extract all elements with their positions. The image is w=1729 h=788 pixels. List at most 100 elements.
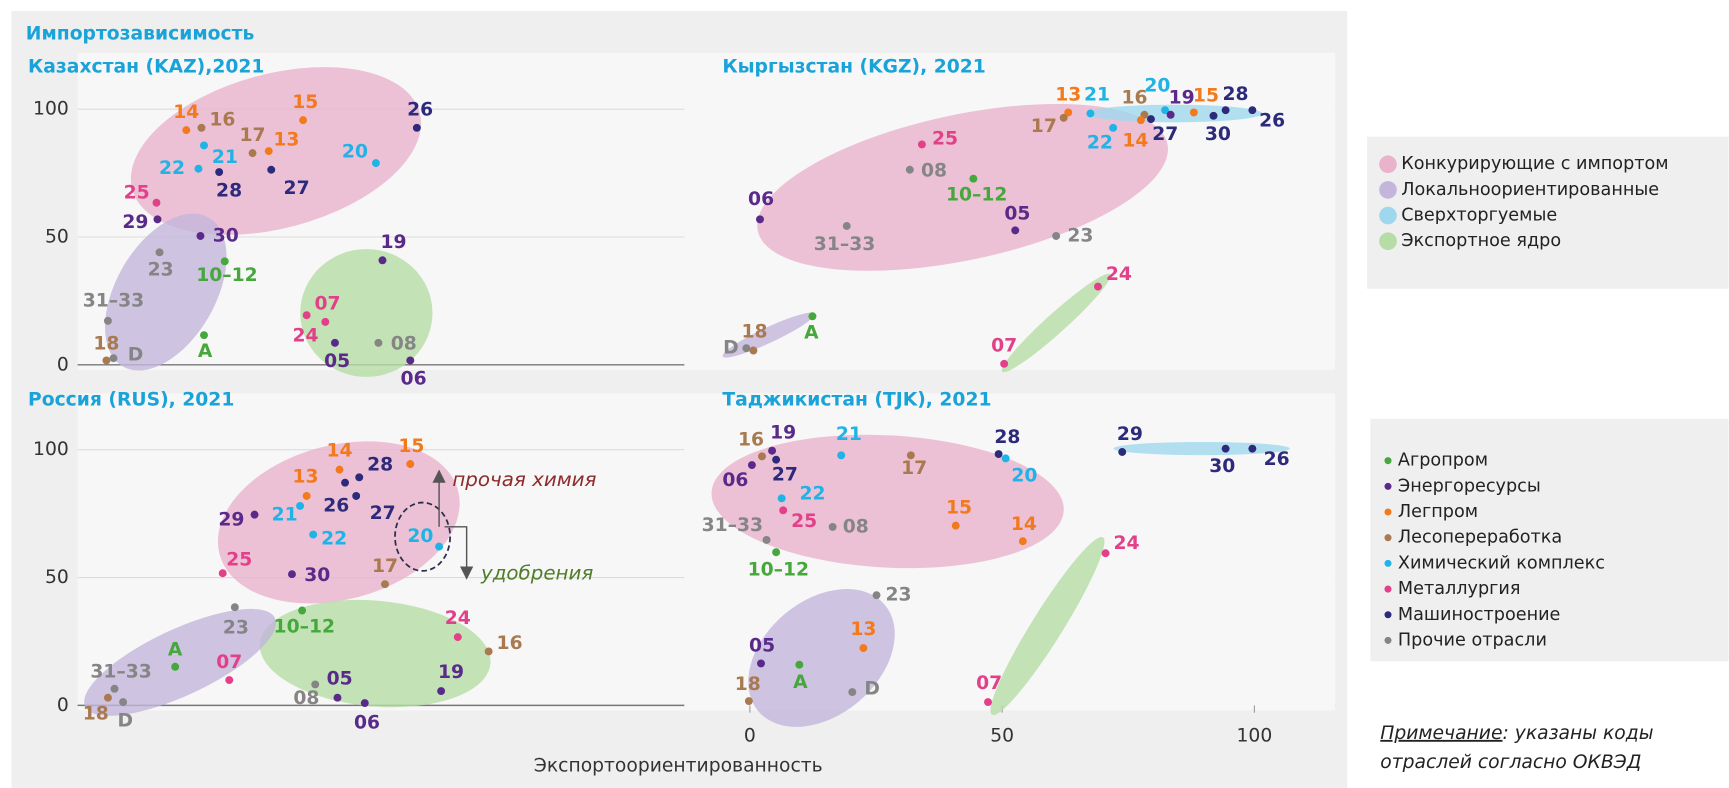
point-label: 07 [315,294,341,315]
point [298,606,307,615]
point [119,698,128,707]
point-label: 20 [1144,75,1170,96]
point [248,149,257,158]
point [437,687,446,696]
annotation-arrowhead [460,566,474,580]
point [335,465,344,474]
point [341,478,350,487]
point-label: 17 [901,458,927,479]
point [1018,537,1027,546]
zone-legend-label: Сверхторгуемые [1401,206,1557,226]
point [250,510,259,519]
point [777,494,786,503]
point [360,699,369,708]
point-label: 16 [209,110,235,131]
point [109,354,118,363]
x-tick-label: 0 [744,726,756,747]
zone-area [130,67,422,235]
zone-legend-box [1367,136,1729,289]
point [795,660,804,669]
point [196,232,205,240]
point-label: 19 [770,423,796,444]
point-label: 08 [921,160,947,181]
point [744,697,753,706]
point [412,123,421,132]
zone-legend-swatch [1379,181,1397,199]
point [758,452,766,461]
note-text: : указаны коды [1503,722,1654,743]
point-label: 07 [216,652,242,673]
sector-legend-label: Химический комплекс [1398,553,1605,573]
point [1118,448,1127,456]
point-label: 24 [1106,264,1132,285]
point [808,312,817,321]
point-label: 22 [321,528,347,549]
point [197,123,206,132]
sector-legend-label: Лесопереработка [1398,528,1562,548]
x-tick-label: 100 [1237,726,1273,747]
sector-legend-label: Машиностроение [1398,605,1561,625]
sector-legend-box [1370,418,1729,662]
point-label: 27 [370,503,396,524]
point [352,492,361,500]
point-label: 31–33 [702,515,763,536]
point [772,455,781,464]
point-label: 30 [1205,124,1231,145]
point [779,506,788,515]
point-label: 20 [407,526,433,547]
point [378,256,387,265]
x-tick-label: 50 [990,726,1014,747]
point-label: 20 [342,142,368,163]
point-label: 30 [304,565,330,586]
point-label: 21 [212,147,238,168]
point [872,591,881,600]
point [1146,115,1155,124]
point-label: 21 [1084,84,1110,105]
point-label: 15 [946,498,972,519]
point-label: 17 [1031,116,1057,137]
x-axis-label: Экспортоориентированность [534,755,823,776]
point-label: 17 [240,125,266,146]
point-label: A [793,672,808,693]
zone-area [217,441,460,604]
point-label: D [864,678,880,699]
point-label: 31–33 [814,234,875,255]
point [102,356,111,365]
point [756,215,764,224]
point [1101,549,1110,558]
zone-legend-label: Экспортное ядро [1401,231,1561,251]
point-label: 27 [1152,124,1178,145]
point [200,331,208,340]
sector-legend-swatch [1384,636,1392,644]
point-label: 16 [497,633,523,654]
point-label: 21 [272,504,298,525]
point-label: 19 [1169,88,1195,109]
point-label: 18 [741,321,767,342]
point [757,659,765,668]
point [435,542,444,551]
point-label: 25 [226,549,252,570]
point-label: 30 [1209,456,1235,477]
panel-title: Казахстан (KAZ),2021 [28,57,264,78]
point [1221,106,1230,115]
zone-area [259,599,491,708]
point [1189,108,1198,117]
point [905,165,914,174]
point-label: 07 [976,673,1002,694]
point-label: 29 [122,212,148,233]
annotation: прочая химия [452,468,596,491]
point-label: 25 [791,511,817,532]
sector-legend-label: Энергоресурсы [1398,476,1541,496]
point [302,492,311,500]
point-label: 13 [273,130,299,151]
point [330,338,339,347]
point [984,698,992,707]
point-label: 08 [843,516,869,537]
point [406,460,415,468]
point-label: 18 [735,674,761,695]
point [153,215,162,224]
point-label: 18 [83,704,109,725]
point [264,147,273,156]
point-label: 13 [850,619,876,640]
point-label: 30 [213,225,239,246]
